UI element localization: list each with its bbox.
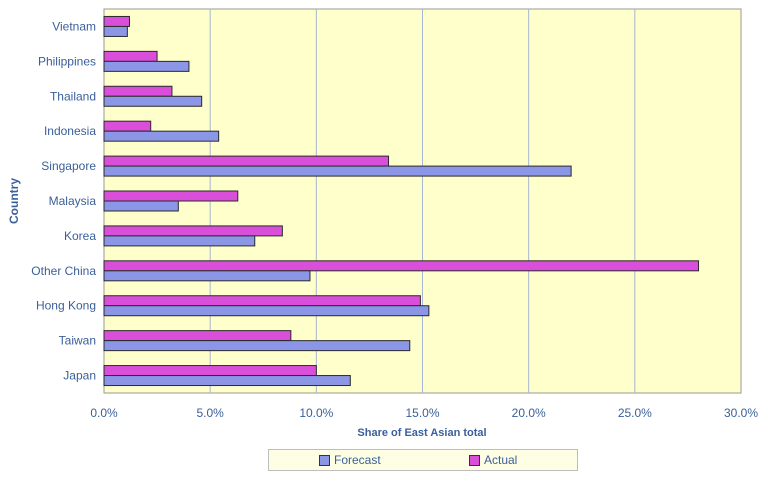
bar-actual-vietnam bbox=[103, 15, 130, 27]
x-tick-label: 25.0% bbox=[618, 406, 652, 420]
legend-label-forecast: Forecast bbox=[334, 453, 381, 467]
category-label: Indonesia bbox=[44, 124, 96, 138]
bar-actual-taiwan bbox=[103, 330, 292, 342]
bar-forecast-malaysia bbox=[103, 200, 179, 212]
category-label: Philippines bbox=[38, 54, 96, 68]
category-label: Vietnam bbox=[52, 19, 96, 33]
bar-forecast-hong-kong bbox=[103, 305, 430, 317]
bar-forecast-korea bbox=[103, 235, 256, 247]
bar-forecast-vietnam bbox=[103, 25, 128, 37]
bar-forecast-japan bbox=[103, 375, 351, 387]
x-tick-label: 15.0% bbox=[405, 406, 439, 420]
category-label: Thailand bbox=[50, 89, 96, 103]
legend: Forecast Actual bbox=[268, 449, 578, 471]
bar-forecast-taiwan bbox=[103, 340, 411, 352]
bar-forecast-singapore bbox=[103, 165, 572, 177]
bar-forecast-philippines bbox=[103, 60, 190, 72]
bar-forecast-indonesia bbox=[103, 130, 220, 142]
x-axis-title: Share of East Asian total bbox=[357, 427, 486, 439]
gridlines bbox=[209, 9, 636, 393]
category-label: Other China bbox=[31, 264, 96, 278]
bar-forecast-other-china bbox=[103, 270, 311, 282]
x-tick-labels: 0.0% 5.0% 10.0% 15.0% 20.0% 25.0% 30.0% bbox=[90, 406, 758, 420]
bar-actual-thailand bbox=[103, 85, 173, 97]
bar-actual-japan bbox=[103, 365, 317, 377]
x-tick-label: 30.0% bbox=[724, 406, 758, 420]
category-label: Taiwan bbox=[59, 334, 96, 348]
category-label: Malaysia bbox=[49, 194, 97, 208]
x-tick-label: 10.0% bbox=[299, 406, 333, 420]
bar-actual-malaysia bbox=[103, 190, 239, 202]
category-label: Korea bbox=[64, 229, 96, 243]
legend-label-actual: Actual bbox=[484, 453, 518, 467]
bar-actual-other-china bbox=[103, 260, 700, 272]
bars bbox=[103, 15, 700, 387]
x-tick-label: 0.0% bbox=[90, 406, 118, 420]
legend-item-actual: Actual bbox=[469, 453, 517, 467]
x-tick-label: 5.0% bbox=[196, 406, 224, 420]
bar-actual-indonesia bbox=[103, 120, 152, 132]
category-label: Hong Kong bbox=[36, 299, 96, 313]
bar-actual-korea bbox=[103, 225, 283, 237]
category-label: Singapore bbox=[41, 159, 96, 173]
x-tick-label: 20.0% bbox=[512, 406, 546, 420]
y-axis-title: Country bbox=[7, 178, 21, 224]
category-label: Japan bbox=[63, 369, 96, 383]
bar-actual-philippines bbox=[103, 50, 158, 62]
bar-forecast-thailand bbox=[103, 95, 203, 107]
forecast-swatch bbox=[319, 454, 330, 466]
bar-actual-singapore bbox=[103, 155, 390, 167]
actual-swatch bbox=[469, 454, 480, 466]
category-labels: Vietnam Philippines Thailand Indonesia Singa… bbox=[31, 19, 96, 382]
legend-item-forecast: Forecast bbox=[319, 453, 381, 467]
bar-actual-hong-kong bbox=[103, 295, 421, 307]
